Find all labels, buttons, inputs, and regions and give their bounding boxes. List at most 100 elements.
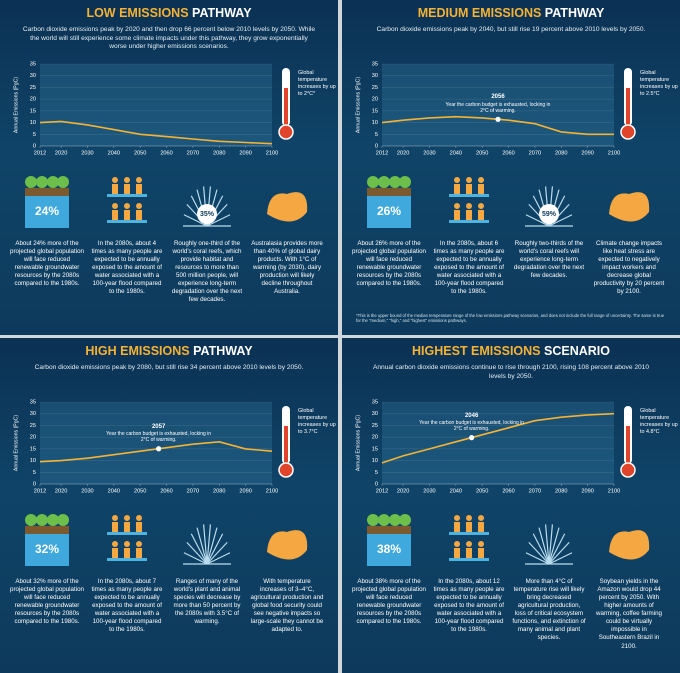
thermometer-fill xyxy=(284,88,288,128)
thermometer-bulb xyxy=(278,462,294,478)
person-head xyxy=(112,203,118,209)
coral-branch xyxy=(525,214,550,227)
person-body xyxy=(454,210,460,220)
icon xyxy=(449,177,489,223)
tree xyxy=(36,514,48,526)
y-tick-label: 5 xyxy=(33,132,36,138)
y-tick-label: 35 xyxy=(30,61,36,67)
person-head xyxy=(136,203,142,209)
y-tick-label: 25 xyxy=(372,423,378,429)
y-tick-label: 5 xyxy=(33,470,36,476)
tree xyxy=(367,514,379,526)
tree xyxy=(47,176,59,188)
icon: 38% xyxy=(367,514,411,566)
subtitle: Annual carbon dioxide emissions continue… xyxy=(372,364,650,380)
gauge-label: Global temperature increases by up to 3.… xyxy=(298,408,336,436)
stat-caption: Roughly one-third of the world's coral r… xyxy=(171,240,243,304)
person-body xyxy=(112,184,118,194)
x-tick-label: 2020 xyxy=(397,488,409,494)
line xyxy=(39,440,273,463)
x-tick-label: 2090 xyxy=(239,150,251,156)
soil xyxy=(25,188,69,196)
title-accent: HIGH EMISSIONS xyxy=(85,344,190,358)
person-head xyxy=(478,541,484,547)
person-head xyxy=(478,203,484,209)
icon xyxy=(183,524,231,565)
footnote: *This is the upper bound of the median t… xyxy=(356,313,665,324)
y-tick-label: 10 xyxy=(30,120,36,126)
plot-area xyxy=(40,402,272,484)
y-tick-label: 0 xyxy=(375,143,378,149)
x-tick-label: 2012 xyxy=(34,150,46,156)
badge-bg xyxy=(197,204,217,224)
x-tick-label: 2040 xyxy=(108,488,120,494)
icon: 26% xyxy=(367,176,411,228)
tree xyxy=(378,514,390,526)
badge: 35% xyxy=(200,211,215,218)
person-head xyxy=(136,541,142,547)
person-head xyxy=(466,541,472,547)
coral-branch xyxy=(548,552,573,565)
person-body xyxy=(478,548,484,558)
water xyxy=(107,194,147,197)
thermometer-fill xyxy=(626,88,630,128)
tree xyxy=(36,176,48,188)
icon xyxy=(267,530,308,560)
person-body xyxy=(478,210,484,220)
subtitle: Carbon dioxide emissions peak by 2080, b… xyxy=(34,364,304,371)
stat-caption: In the 2080s, about 4 times as many peop… xyxy=(91,240,163,296)
stat-caption: Soybean yields in the Amazon would drop … xyxy=(596,578,662,650)
person-body xyxy=(136,522,142,532)
title-rest: PATHWAY xyxy=(192,6,252,20)
annotation-text: Year the carbon budget is exhausted, loc… xyxy=(445,101,551,115)
person-head xyxy=(124,203,130,209)
person-body xyxy=(124,184,130,194)
coral-branch xyxy=(183,552,208,565)
shape xyxy=(609,192,650,222)
coral-branch xyxy=(548,214,573,227)
y-axis-label: Annual Emissions (PgC) xyxy=(13,415,19,471)
stat-caption: In the 2080s, about 7 times as many peop… xyxy=(91,578,163,634)
y-tick-label: 35 xyxy=(372,61,378,67)
x-tick-label: 2070 xyxy=(187,150,199,156)
person-body xyxy=(124,210,130,220)
plot-area xyxy=(382,64,614,146)
y-tick-label: 5 xyxy=(375,470,378,476)
coral-branch xyxy=(528,541,550,565)
person-body xyxy=(478,522,484,532)
x-tick-label: 2100 xyxy=(608,488,620,494)
y-tick-label: 30 xyxy=(30,73,36,79)
coral-branch xyxy=(525,552,550,565)
y-tick-label: 25 xyxy=(30,85,36,91)
badge: 26% xyxy=(377,204,401,218)
icon: 35% xyxy=(183,186,231,227)
shape xyxy=(267,192,308,222)
x-tick-label: 2080 xyxy=(555,488,567,494)
icon: 32% xyxy=(25,514,69,566)
x-tick-label: 2080 xyxy=(213,488,225,494)
icon xyxy=(609,530,650,560)
person-body xyxy=(478,184,484,194)
coral-branch xyxy=(548,533,566,565)
y-tick-label: 15 xyxy=(30,108,36,114)
title-rest: PATHWAY xyxy=(544,6,605,20)
tree xyxy=(57,176,69,188)
x-tick-label: 2020 xyxy=(55,488,67,494)
icon xyxy=(449,515,489,561)
chart: 0 5 10 15 20 25 30 35 2012 2020 2030 2040 2050 2060 20… xyxy=(355,61,650,228)
annotation-text: Year the carbon budget is exhausted, loc… xyxy=(106,431,212,444)
tree xyxy=(57,514,69,526)
shape xyxy=(267,530,308,560)
coral-branch xyxy=(548,541,570,565)
coral-branch xyxy=(548,524,554,565)
panel-title: HIGHEST EMISSIONS SCENARIO xyxy=(342,344,680,358)
y-tick-label: 15 xyxy=(30,446,36,452)
person-head xyxy=(466,203,472,209)
water xyxy=(107,532,147,535)
x-tick-label: 2012 xyxy=(376,150,388,156)
tree xyxy=(378,176,390,188)
person-body xyxy=(466,548,472,558)
y-tick-label: 15 xyxy=(372,108,378,114)
annotation-dot xyxy=(156,446,162,452)
